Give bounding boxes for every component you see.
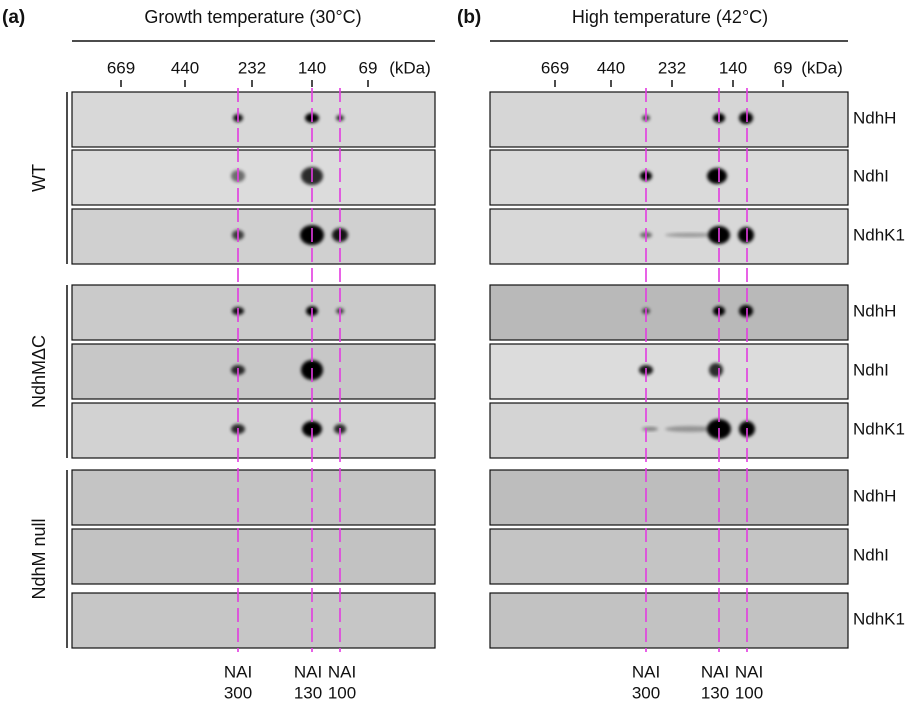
protein-spot: [739, 112, 753, 124]
complex-name: NAI: [701, 662, 729, 681]
unit-label: (kDa): [801, 58, 843, 77]
protein-label: NdhK1: [853, 609, 905, 628]
marker-label: 440: [171, 58, 199, 77]
blot-lane: [71, 208, 436, 265]
marker-label: 69: [359, 58, 378, 77]
blot-lane: [71, 592, 436, 649]
marker-label: 140: [719, 58, 747, 77]
complex-name: NAI: [224, 662, 252, 681]
blot-lane: [71, 343, 436, 400]
blot-lane: [489, 469, 849, 526]
panel-title: Growth temperature (30°C): [144, 7, 361, 27]
blot-lane: [71, 284, 436, 341]
complex-size: 300: [224, 683, 252, 702]
protein-label: NdhI: [853, 545, 889, 564]
complex-name: NAI: [294, 662, 322, 681]
blot-lane: [489, 528, 849, 585]
protein-spot: [739, 305, 753, 317]
protein-spot: [665, 426, 715, 432]
complex-size: 300: [632, 683, 660, 702]
complex-size: 100: [328, 683, 356, 702]
group-label: WT: [29, 164, 49, 192]
marker-label: 232: [658, 58, 686, 77]
protein-label: NdhI: [853, 360, 889, 379]
blot-lane: [71, 469, 436, 526]
protein-label: NdhH: [853, 108, 896, 127]
marker-label: 440: [597, 58, 625, 77]
blot-lane: [71, 149, 436, 206]
marker-label: 669: [107, 58, 135, 77]
panel-label: (b): [457, 7, 481, 28]
complex-name: NAI: [328, 662, 356, 681]
complex-size: 100: [735, 683, 763, 702]
panel-title: High temperature (42°C): [572, 7, 768, 27]
group-label: NdhMΔC: [29, 335, 49, 408]
blot-lane: [489, 343, 849, 400]
marker-label: 140: [298, 58, 326, 77]
protein-spot: [642, 427, 658, 431]
protein-spot: [709, 363, 723, 377]
blot-lane: [489, 91, 849, 148]
complex-name: NAI: [735, 662, 763, 681]
blot-lane: [71, 528, 436, 585]
blot-lane: [489, 592, 849, 649]
protein-spot: [665, 233, 715, 237]
protein-label: NdhH: [853, 301, 896, 320]
complex-name: NAI: [632, 662, 660, 681]
panel-label: (a): [2, 7, 25, 28]
protein-label: NdhK1: [853, 225, 905, 244]
marker-label: 69: [774, 58, 793, 77]
complex-size: 130: [701, 683, 729, 702]
marker-label: 232: [238, 58, 266, 77]
marker-label: 669: [541, 58, 569, 77]
protein-label: NdhH: [853, 486, 896, 505]
blot-lane: [489, 208, 849, 265]
blot-lane: [71, 91, 436, 148]
blot-lane: [489, 284, 849, 341]
protein-label: NdhK1: [853, 419, 905, 438]
blot-lane: [71, 402, 436, 459]
blot-lane: [489, 149, 849, 206]
group-label: NdhM null: [29, 518, 49, 599]
unit-label: (kDa): [389, 58, 431, 77]
protein-label: NdhI: [853, 166, 889, 185]
protein-spot: [738, 227, 754, 243]
complex-size: 130: [294, 683, 322, 702]
protein-spot: [707, 168, 727, 184]
